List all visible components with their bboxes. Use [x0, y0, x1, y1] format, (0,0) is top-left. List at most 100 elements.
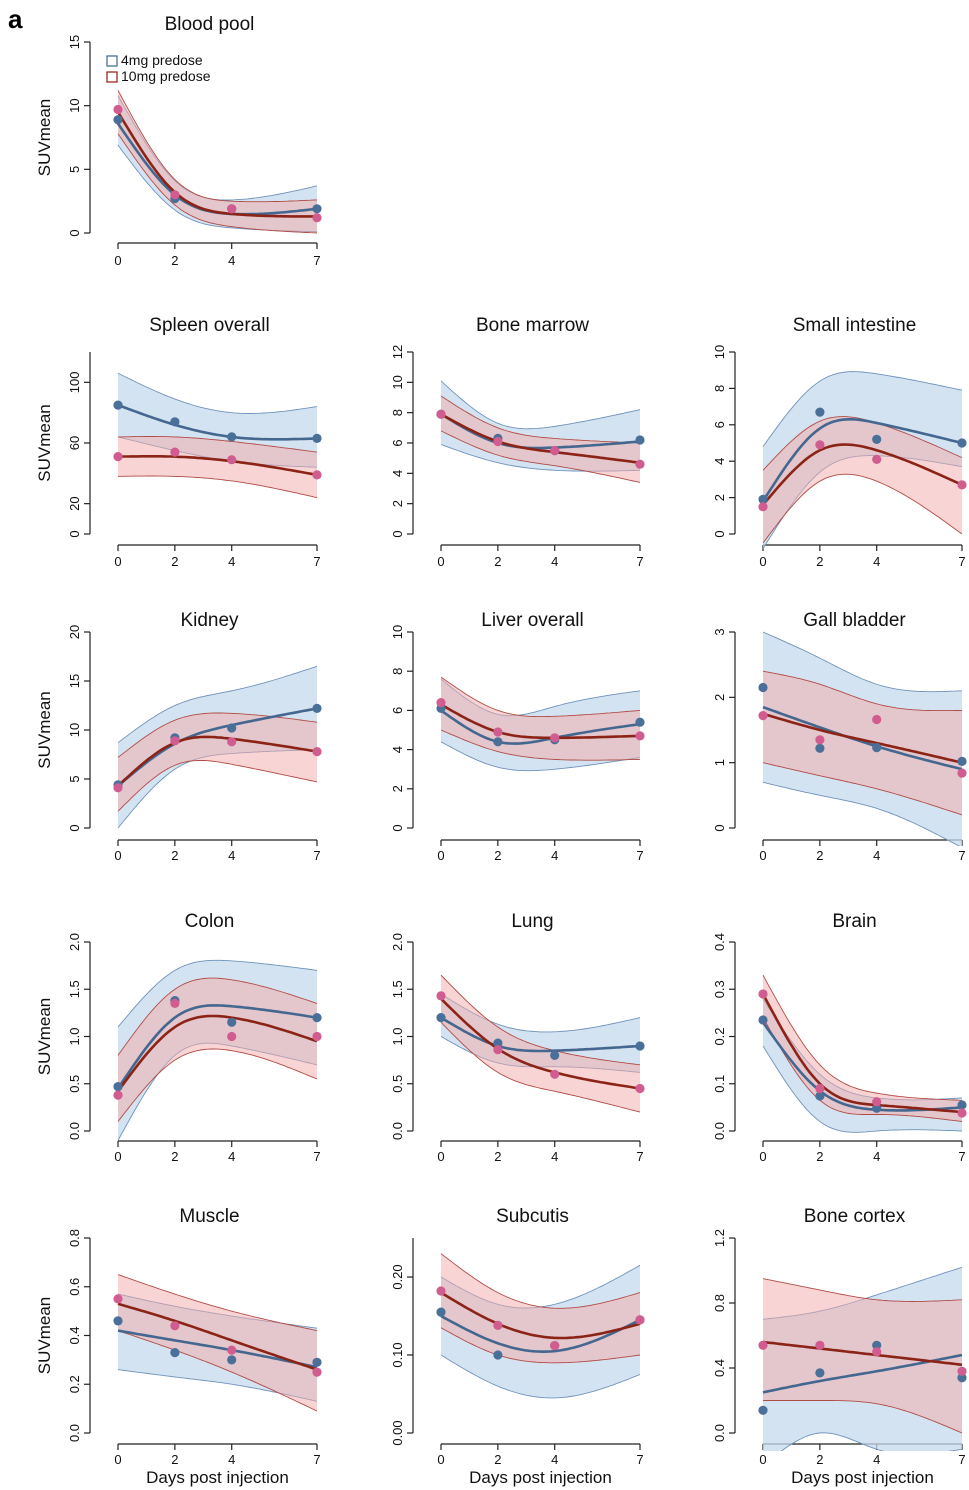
data-point-4mg-predose	[957, 438, 967, 448]
y-tick-label: 2	[712, 694, 727, 701]
y-tick-label: 10	[67, 98, 82, 112]
y-tick-label: 10	[67, 723, 82, 737]
data-point-10mg-predose	[957, 1108, 967, 1118]
data-point-4mg-predose	[550, 1050, 560, 1060]
y-tick-label: 0.5	[390, 1075, 405, 1093]
data-point-4mg-predose	[113, 1316, 123, 1326]
x-tick-label: 7	[958, 1452, 965, 1467]
x-tick-label: 0	[759, 1452, 766, 1467]
x-tick-label: 4	[551, 1452, 558, 1467]
x-tick-label: 2	[171, 1452, 178, 1467]
chart-title: Blood pool	[165, 14, 255, 35]
y-tick-label: 4	[712, 458, 727, 465]
legend: 4mg predose 10mg predose	[106, 52, 211, 84]
data-point-10mg-predose	[635, 1083, 645, 1094]
x-tick-label: 0	[759, 1149, 766, 1164]
ci-lower-10mg-predose	[117, 1330, 318, 1412]
data-point-10mg-predose	[872, 454, 882, 464]
data-point-4mg-predose	[227, 1355, 237, 1365]
data-point-10mg-predose	[170, 447, 180, 457]
data-point-10mg-predose	[758, 711, 768, 721]
y-axis-label: SUVmean	[35, 998, 54, 1075]
y-tick-label: 6	[390, 439, 405, 446]
data-point-4mg-predose	[758, 1015, 768, 1025]
x-tick-label: 7	[636, 1452, 643, 1467]
x-axis-label: Days post injection	[791, 1468, 934, 1487]
y-tick-label: 0	[67, 229, 82, 236]
fit-line-4mg-predose	[117, 403, 318, 441]
data-point-10mg-predose	[227, 204, 237, 214]
x-tick-label: 0	[759, 554, 766, 569]
data-point-4mg-predose	[493, 1038, 503, 1048]
data-point-10mg-predose	[170, 1321, 180, 1331]
data-point-10mg-predose	[550, 1341, 560, 1351]
data-point-4mg-predose	[113, 1082, 123, 1092]
x-tick-label: 7	[313, 554, 320, 569]
x-tick-label: 0	[759, 848, 766, 863]
y-tick-label: 10	[390, 375, 405, 389]
data-point-10mg-predose	[957, 1366, 967, 1376]
ci-upper-4mg-predose	[117, 665, 318, 744]
data-point-10mg-predose	[312, 470, 322, 480]
data-point-4mg-predose	[957, 1373, 967, 1383]
y-tick-label: 0.6	[67, 1278, 82, 1296]
data-point-4mg-predose	[957, 756, 967, 767]
data-point-10mg-predose	[550, 446, 560, 456]
y-tick-label: 5	[67, 166, 82, 173]
chart-title: Kidney	[180, 610, 239, 631]
x-tick-label: 2	[494, 848, 501, 863]
ci-lower-10mg-predose	[762, 762, 963, 816]
legend-swatch-4mg	[106, 55, 118, 67]
y-tick-label: 0	[67, 530, 82, 537]
x-tick-label: 2	[171, 253, 178, 268]
x-tick-label: 7	[313, 848, 320, 863]
x-tick-label: 4	[551, 554, 558, 569]
ci-upper-10mg-predose	[762, 670, 963, 712]
y-tick-label: 8	[390, 409, 405, 416]
data-point-4mg-predose	[872, 434, 882, 444]
x-tick-label: 7	[958, 848, 965, 863]
chart-title: Bone cortex	[804, 1206, 906, 1227]
x-tick-label: 4	[228, 848, 235, 863]
data-point-4mg-predose	[815, 1368, 825, 1378]
y-axis-label: SUVmean	[35, 691, 54, 768]
ci-upper-10mg-predose	[762, 1278, 963, 1302]
data-point-4mg-predose	[436, 1307, 446, 1317]
y-axis-label: SUVmean	[35, 404, 54, 481]
chart-bone-cortex: Bone cortex 0.0 0.4 0.8 1.2 0 2 4 7 Days post inj…	[712, 1206, 967, 1487]
x-tick-label: 4	[873, 554, 880, 569]
ci-upper-4mg-predose	[762, 371, 963, 447]
x-tick-label: 2	[494, 1452, 501, 1467]
data-point-10mg-predose	[113, 1294, 123, 1304]
x-axis-label: Days post injection	[469, 1468, 612, 1487]
y-tick-label: 0.00	[390, 1420, 405, 1445]
fit-line-4mg-predose	[440, 413, 641, 450]
x-axis-label: Days post injection	[146, 1468, 289, 1487]
fit-line-10mg-predose	[117, 735, 318, 787]
fit-line-10mg-predose	[762, 1340, 963, 1367]
fit-line-4mg-predose	[117, 707, 318, 787]
data-point-4mg-predose	[758, 494, 768, 504]
ci-upper-10mg-predose	[117, 977, 318, 1056]
fit-line-4mg-predose	[117, 1329, 318, 1369]
data-point-4mg-predose	[227, 432, 237, 442]
fit-line-4mg-predose	[762, 705, 963, 771]
data-point-10mg-predose	[436, 409, 446, 419]
x-tick-label: 7	[313, 1149, 320, 1164]
ci-lower-10mg-predose	[440, 1327, 641, 1364]
x-tick-label: 0	[437, 1149, 444, 1164]
chart-title: Spleen overall	[149, 315, 269, 336]
chart-title: Gall bladder	[803, 610, 906, 631]
x-tick-label: 0	[114, 554, 121, 569]
data-point-10mg-predose	[493, 727, 503, 737]
data-point-10mg-predose	[758, 502, 768, 512]
data-point-10mg-predose	[312, 213, 322, 223]
data-point-4mg-predose	[493, 1350, 503, 1360]
data-point-10mg-predose	[493, 1320, 503, 1330]
ci-upper-10mg-predose	[762, 974, 963, 1101]
ci-upper-10mg-predose	[440, 676, 641, 718]
x-tick-label: 4	[228, 1452, 235, 1467]
x-tick-label: 0	[437, 554, 444, 569]
chart-gall-bladder: Gall bladder 0 1 2 3 0 2 4 7	[712, 610, 967, 863]
data-point-10mg-predose	[872, 1347, 882, 1357]
